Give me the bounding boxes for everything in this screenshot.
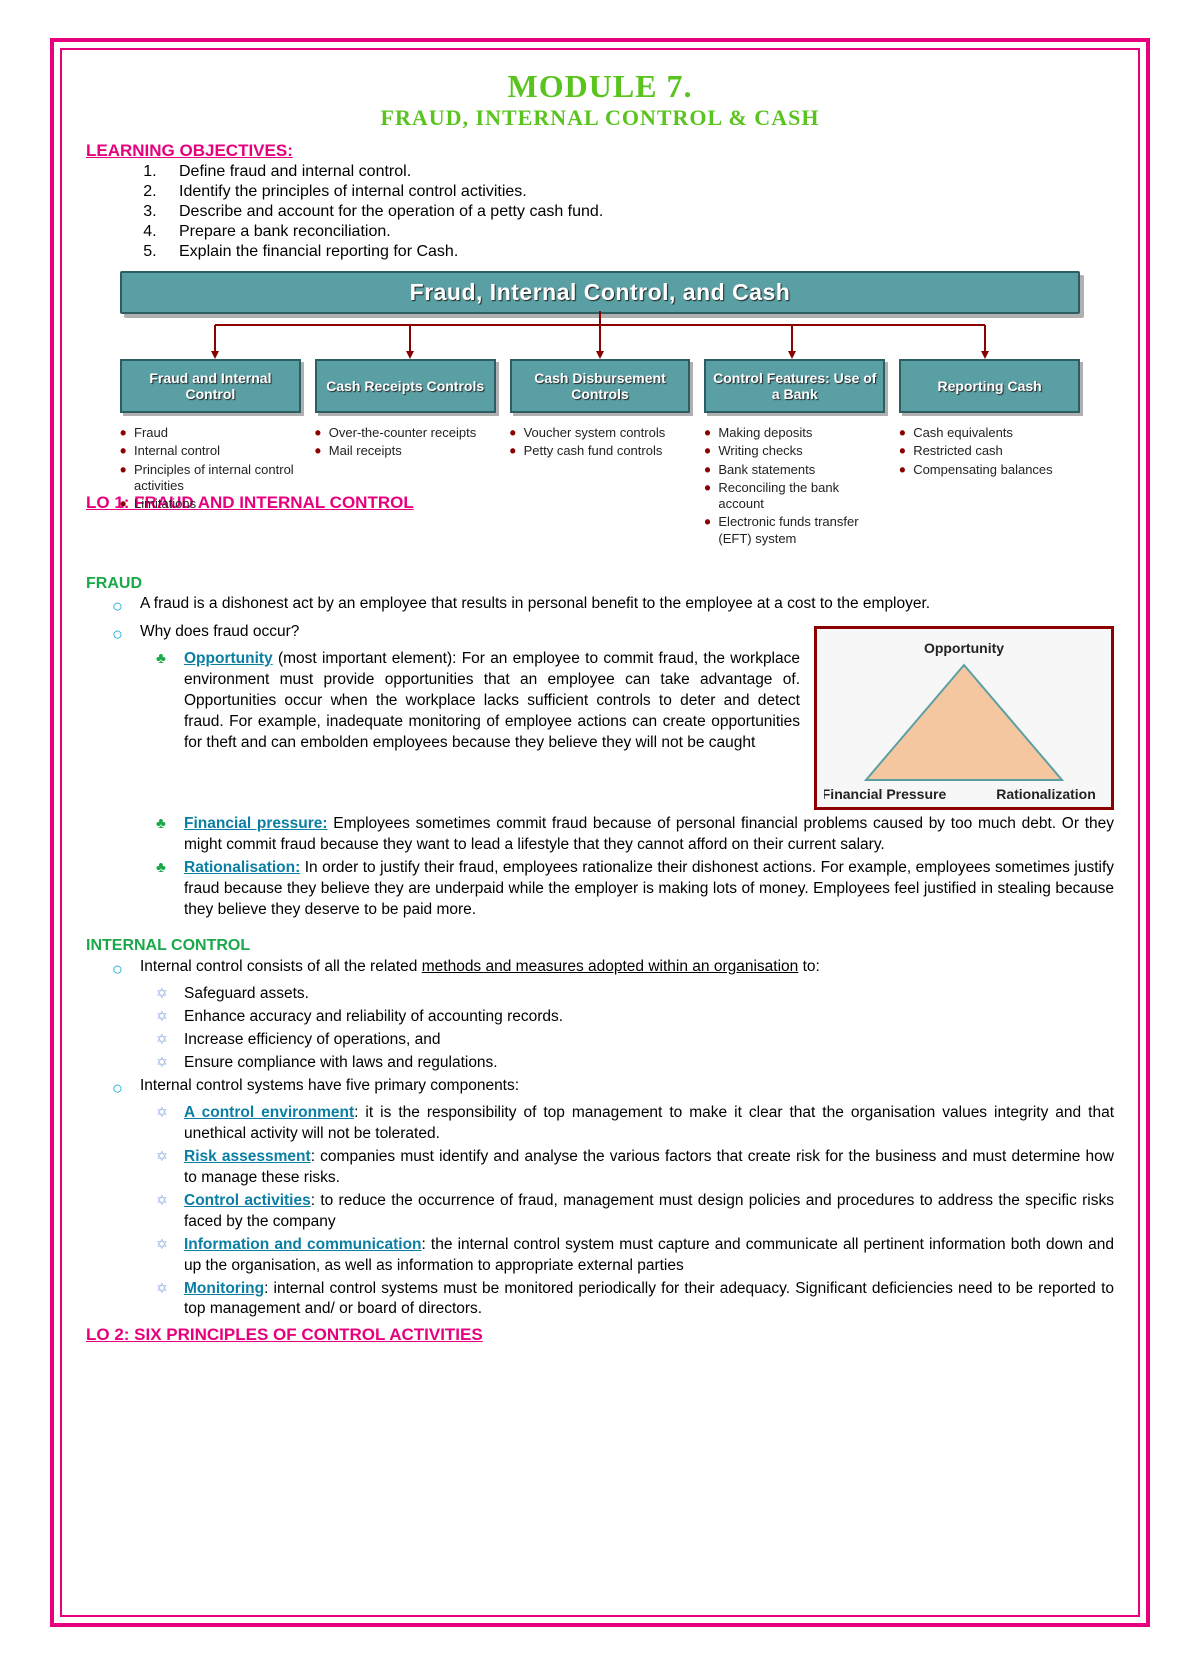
diagram-columns: Fraud Internal control Principles of int… <box>120 425 1080 549</box>
diagram-col-4: Making deposits Writing checks Bank stat… <box>704 425 885 549</box>
objective-item: Prepare a bank reconciliation. <box>161 223 1114 241</box>
triangle-right-label: Rationalization <box>996 786 1096 802</box>
diagram-bullet: Petty cash fund controls <box>510 443 691 459</box>
diagram-header: Fraud, Internal Control, and Cash <box>120 271 1080 314</box>
diagram-bullet: Electronic funds transfer (EFT) system <box>704 514 885 547</box>
diagram-box: Cash Disbursement Controls <box>510 359 691 413</box>
fraud-definition: ○A fraud is a dishonest act by an employ… <box>112 594 1114 618</box>
diagram-box: Reporting Cash <box>899 359 1080 413</box>
concept-diagram: Fraud, Internal Control, and Cash Fraud … <box>120 271 1080 549</box>
diagram-box: Control Features: Use of a Bank <box>704 359 885 413</box>
objective-item: Define fraud and internal control. <box>161 163 1114 181</box>
diagram-bullet: Fraud <box>120 425 301 441</box>
ic-goal: ✡Enhance accuracy and reliability of acc… <box>156 1007 1114 1028</box>
diagram-bullet: Reconciling the bank account <box>704 480 885 513</box>
diagram-bullet: Over-the-counter receipts <box>315 425 496 441</box>
fraud-question: ○Why does fraud occur? <box>112 622 800 646</box>
diagram-bullet: Principles of internal control activitie… <box>120 462 301 495</box>
diagram-bullet: Limitations <box>120 496 301 512</box>
ic-component: ✡ Monitoring: internal control systems m… <box>156 1279 1114 1321</box>
diagram-bullet: Compensating balances <box>899 462 1080 478</box>
objective-item: Describe and account for the operation o… <box>161 203 1114 221</box>
diagram-box: Cash Receipts Controls <box>315 359 496 413</box>
diagram-bullet: Voucher system controls <box>510 425 691 441</box>
ic-goal: ✡Increase efficiency of operations, and <box>156 1030 1114 1051</box>
diagram-bullet: Making deposits <box>704 425 885 441</box>
fraud-heading: FRAUD <box>86 573 1114 595</box>
learning-objectives-heading: LEARNING OBJECTIVES: <box>86 141 1114 161</box>
diagram-bullet: Restricted cash <box>899 443 1080 459</box>
internal-control-heading: INTERNAL CONTROL <box>86 935 1114 957</box>
module-subtitle: FRAUD, INTERNAL CONTROL & CASH <box>86 105 1114 131</box>
ic-component: ✡ Information and communication: the int… <box>156 1235 1114 1277</box>
diagram-bullet: Internal control <box>120 443 301 459</box>
ic-definition: ○ Internal control consists of all the r… <box>112 957 1114 981</box>
ic-component: ✡ A control environment: it is the respo… <box>156 1103 1114 1145</box>
diagram-box: Fraud and Internal Control <box>120 359 301 413</box>
ic-components-intro: ○Internal control systems have five prim… <box>112 1076 1114 1100</box>
objective-item: Identify the principles of internal cont… <box>161 183 1114 201</box>
diagram-boxes: Fraud and Internal Control Cash Receipts… <box>120 359 1080 413</box>
objective-item: Explain the financial reporting for Cash… <box>161 243 1114 261</box>
fraud-factor-rationalisation: ♣ Rationalisation: In order to justify t… <box>156 858 1114 921</box>
ic-goal: ✡Safeguard assets. <box>156 984 1114 1005</box>
ic-component: ✡ Control activities: to reduce the occu… <box>156 1191 1114 1233</box>
diagram-bullet: Bank statements <box>704 462 885 478</box>
triangle-left-label: Financial Pressure <box>824 786 946 802</box>
module-title: MODULE 7. <box>86 68 1114 105</box>
ic-component: ✡ Risk assessment: companies must identi… <box>156 1147 1114 1189</box>
diagram-bullet: Writing checks <box>704 443 885 459</box>
diagram-col-5: Cash equivalents Restricted cash Compens… <box>899 425 1080 549</box>
diagram-bullet: Cash equivalents <box>899 425 1080 441</box>
diagram-connectors <box>120 311 1080 361</box>
triangle-top-label: Opportunity <box>924 640 1004 656</box>
lo2-heading: LO 2: SIX PRINCIPLES OF CONTROL ACTIVITI… <box>86 1324 1114 1347</box>
diagram-col-2: Over-the-counter receipts Mail receipts <box>315 425 496 549</box>
learning-objectives-list: Define fraud and internal control. Ident… <box>161 163 1114 261</box>
diagram-col-1: Fraud Internal control Principles of int… <box>120 425 301 549</box>
outer-border: MODULE 7. FRAUD, INTERNAL CONTROL & CASH… <box>50 38 1150 1627</box>
fraud-factor-opportunity: ♣ Opportunity (most important element): … <box>156 649 800 754</box>
fraud-factor-financial-pressure: ♣ Financial pressure: Employees sometime… <box>156 814 1114 856</box>
fraud-triangle: Opportunity Financial Pressure Rationali… <box>814 626 1114 810</box>
ic-goal: ✡Ensure compliance with laws and regulat… <box>156 1053 1114 1074</box>
diagram-bullet: Mail receipts <box>315 443 496 459</box>
diagram-col-3: Voucher system controls Petty cash fund … <box>510 425 691 549</box>
inner-border: MODULE 7. FRAUD, INTERNAL CONTROL & CASH… <box>60 48 1140 1617</box>
